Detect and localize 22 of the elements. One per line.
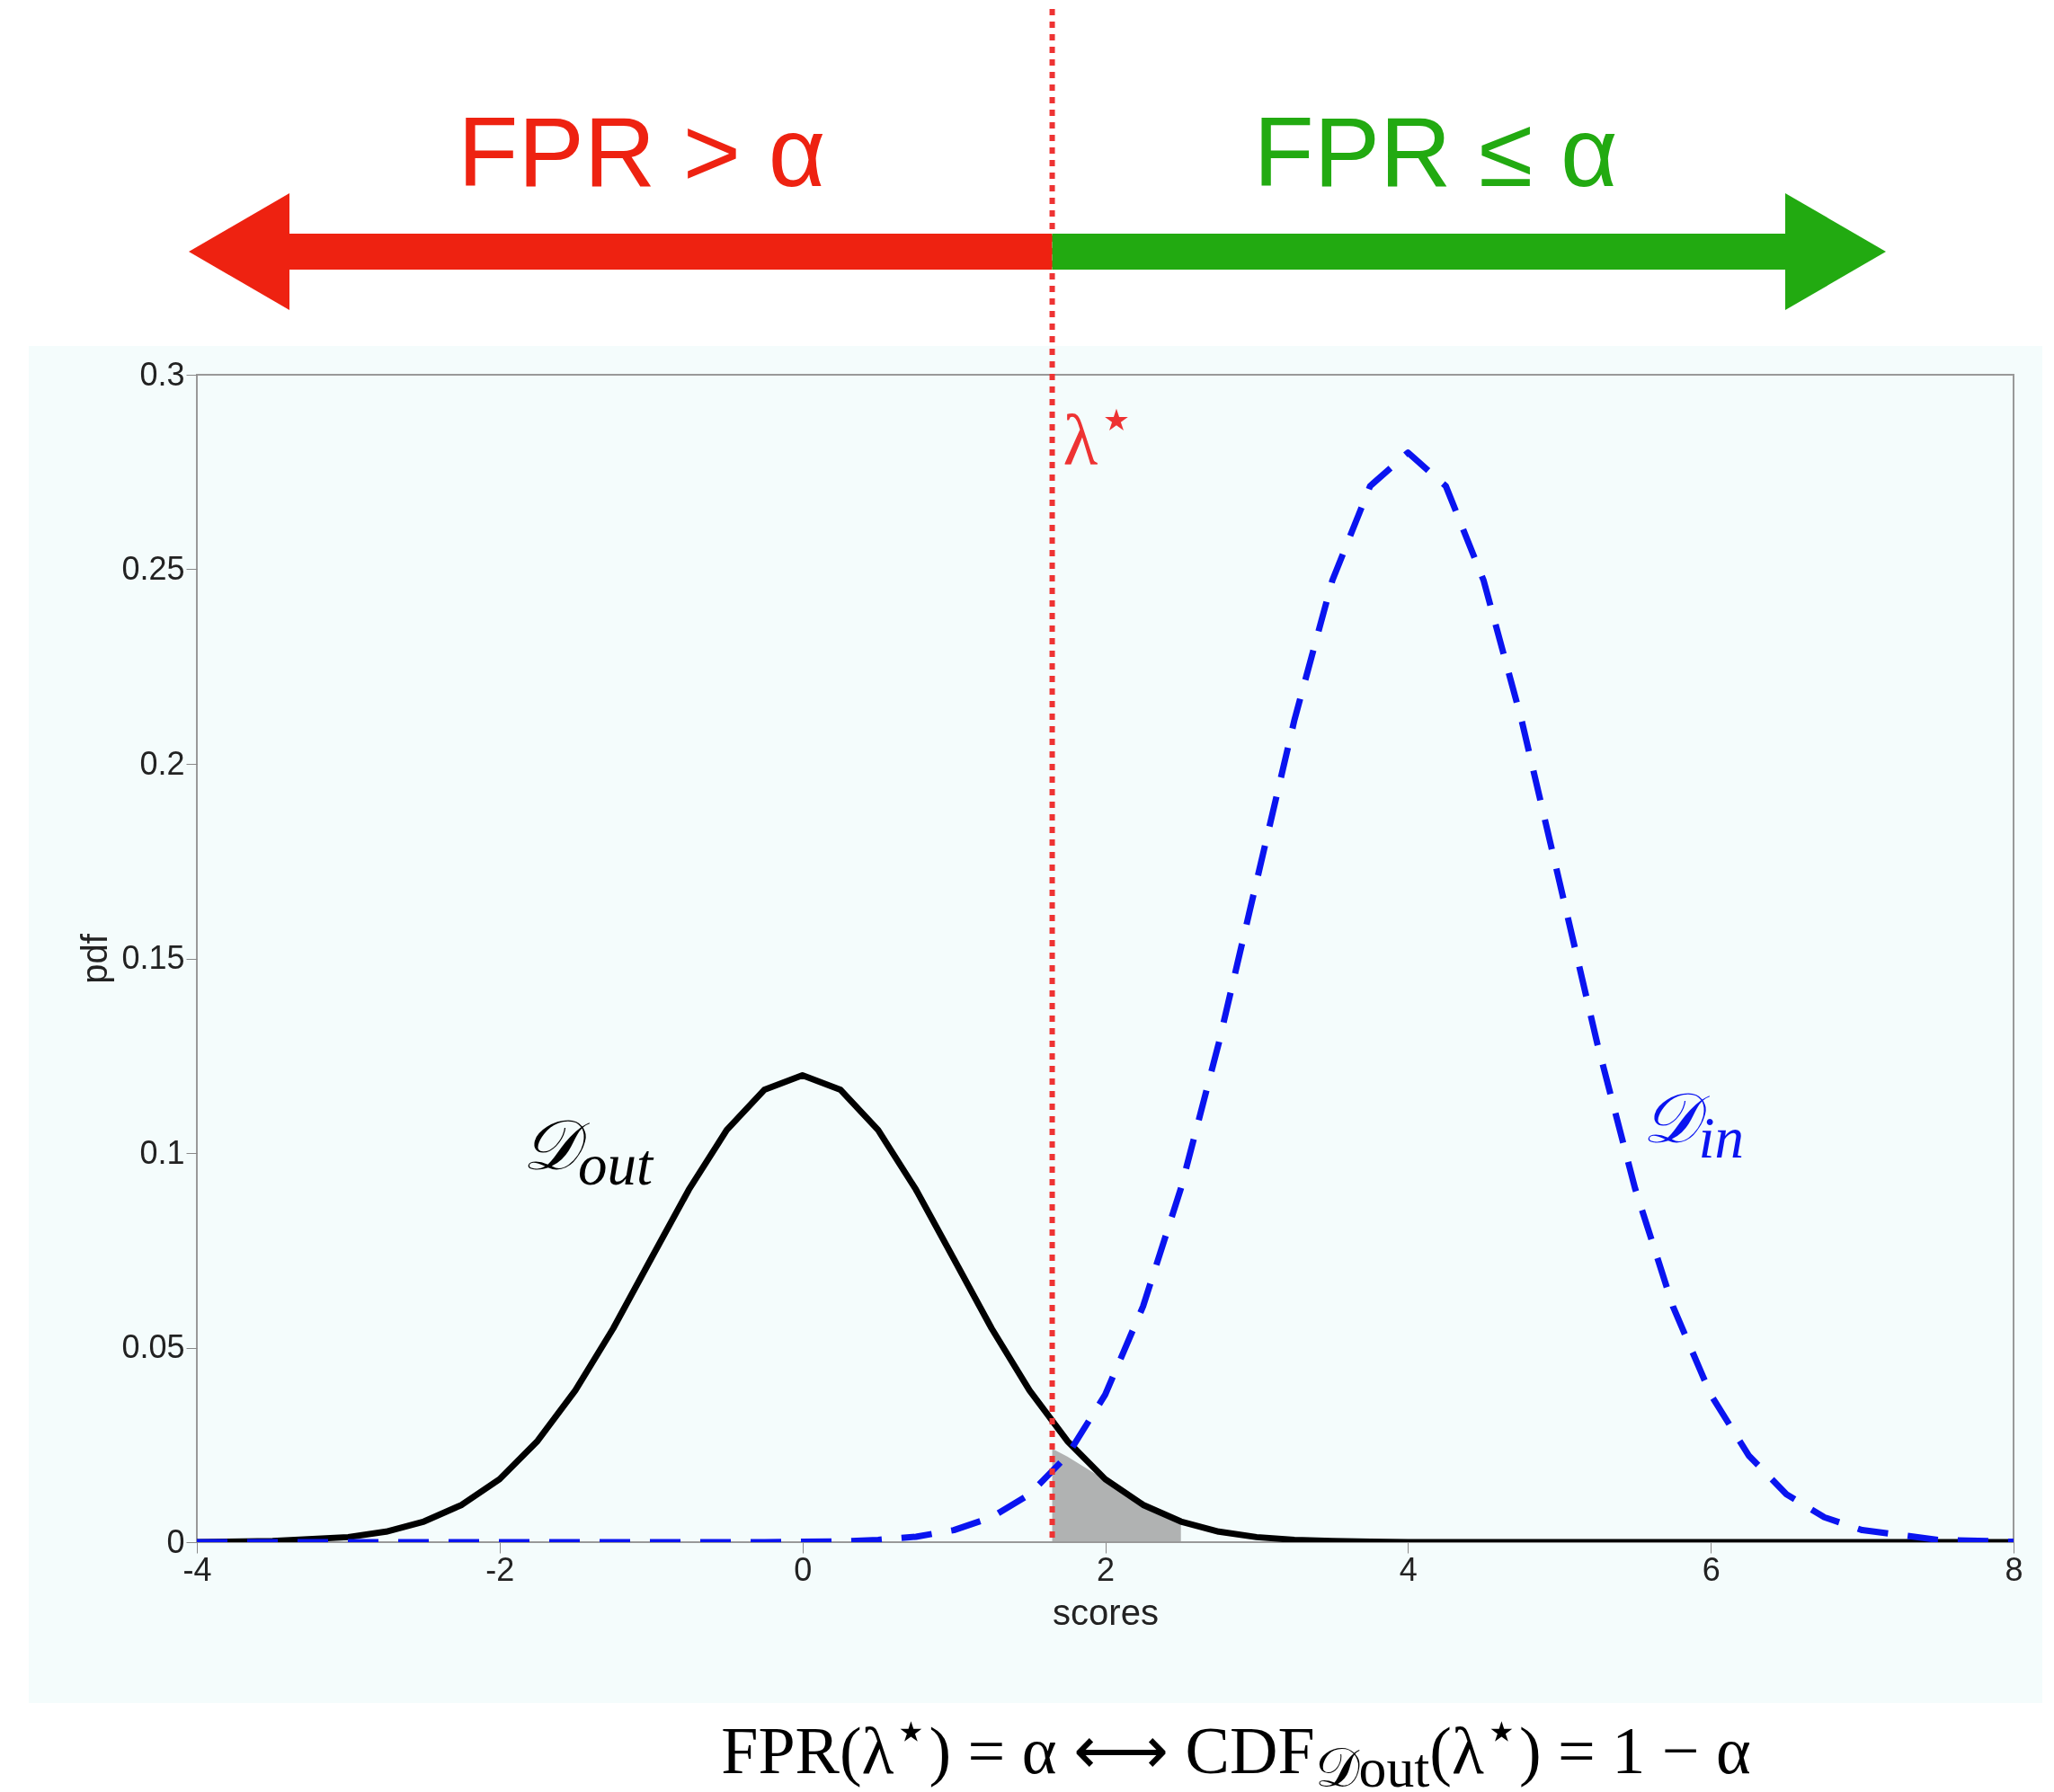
text: FPR(λ$^{⋆}$) = α ⟷ CDF$_{𝒟out}$(λ$^{⋆}$) = 1 − α <box>721 1699 1751 1792</box>
text: FPR ≤ α <box>1253 95 1618 208</box>
y-tick-label: 0.3 <box>139 355 185 393</box>
x-tick-label: 8 <box>2005 1550 2023 1588</box>
ref-line-label: λ$^{⋆}$ <box>1063 386 1136 482</box>
series-label: 𝒟$_{out}$ <box>522 1104 654 1199</box>
x-tick-label: 4 <box>1399 1550 1418 1588</box>
y-axis-title: pdf <box>75 933 115 984</box>
y-tick-label: 0.05 <box>121 1328 185 1365</box>
x-tick-label: 0 <box>794 1550 813 1588</box>
series-label: 𝒟$_{in}$ <box>1642 1078 1744 1172</box>
y-tick-label: 0.2 <box>139 744 185 782</box>
x-axis-title: scores <box>1053 1592 1159 1632</box>
y-tick-label: 0.15 <box>121 939 185 976</box>
text: FPR > α <box>458 95 826 208</box>
x-tick-label: -4 <box>182 1550 212 1588</box>
y-tick-label: 0 <box>166 1522 185 1560</box>
x-tick-label: -2 <box>485 1550 515 1588</box>
x-tick-label: 2 <box>1096 1550 1116 1588</box>
y-tick-label: 0.1 <box>139 1133 185 1171</box>
x-tick-label: 6 <box>1702 1550 1721 1588</box>
y-tick-label: 0.25 <box>121 550 185 587</box>
